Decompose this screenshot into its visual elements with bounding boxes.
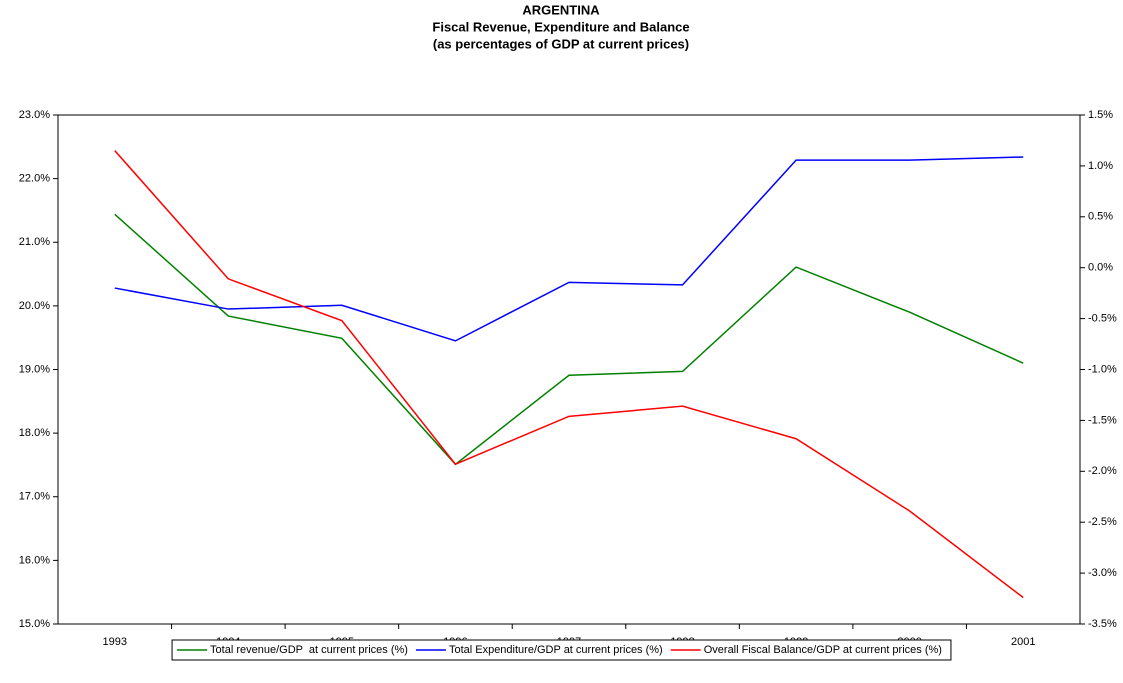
y-tick-label: 20.0% xyxy=(19,300,50,312)
y2-tick-label: 1.0% xyxy=(1088,160,1113,172)
series-line xyxy=(114,156,1024,342)
y-tick-label: 15.0% xyxy=(19,618,50,630)
y-tick-label: 22.0% xyxy=(19,173,50,185)
legend-label: Total revenue/GDP at current prices (%) xyxy=(210,644,408,656)
y2-tick-label: 1.5% xyxy=(1088,109,1113,121)
legend xyxy=(171,639,952,661)
x-tick-label: 1993 xyxy=(103,636,127,648)
legend-label: Overall Fiscal Balance/GDP at current pr… xyxy=(704,644,942,656)
y2-tick-label: -2.0% xyxy=(1088,465,1117,477)
chart-subtitle: (as percentages of GDP at current prices… xyxy=(433,36,689,51)
y-tick-label: 21.0% xyxy=(19,236,50,248)
y2-tick-label: 0.0% xyxy=(1088,262,1113,274)
y2-tick-label: -1.0% xyxy=(1088,363,1117,375)
series-line xyxy=(114,150,1024,599)
y2-tick-label: -1.5% xyxy=(1088,414,1117,426)
x-tick-label: 2001 xyxy=(1011,636,1035,648)
y-tick-label: 19.0% xyxy=(19,363,50,375)
y2-tick-label: -0.5% xyxy=(1088,313,1117,325)
chart-subtitle: Fiscal Revenue, Expenditure and Balance xyxy=(432,19,689,34)
chart-title: ARGENTINA xyxy=(522,2,600,17)
y2-tick-label: -3.5% xyxy=(1088,618,1117,630)
y-tick-label: 16.0% xyxy=(19,554,50,566)
y-tick-label: 18.0% xyxy=(19,427,50,439)
plot-area xyxy=(57,114,1081,625)
y2-tick-label: -2.5% xyxy=(1088,516,1117,528)
y-tick-label: 23.0% xyxy=(19,109,50,121)
legend-label: Total Expenditure/GDP at current prices … xyxy=(449,644,663,656)
y2-tick-label: 0.5% xyxy=(1088,211,1113,223)
y2-tick-label: -3.0% xyxy=(1088,567,1117,579)
y-tick-label: 17.0% xyxy=(19,491,50,503)
series-line xyxy=(114,213,1024,466)
